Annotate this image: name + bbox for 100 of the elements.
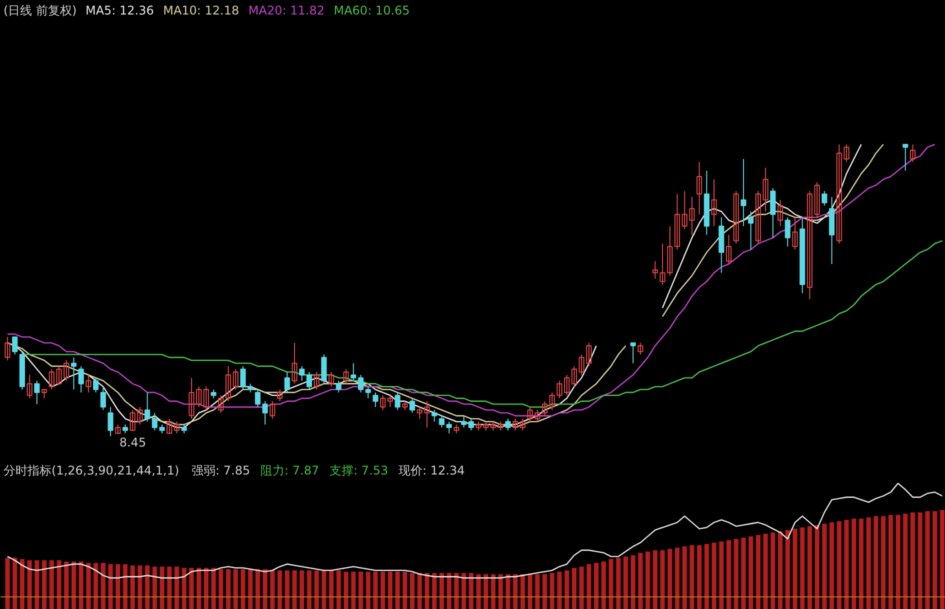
candlestick: [748, 211, 754, 250]
bar: [844, 520, 849, 609]
candlestick: [270, 400, 276, 420]
candlestick: [806, 190, 812, 300]
bar: [454, 572, 459, 609]
bar: [506, 574, 510, 609]
text: MA5: 12.36: [85, 4, 154, 18]
candlestick: [468, 418, 474, 431]
bar: [719, 541, 724, 609]
bar: [116, 564, 120, 609]
candlestick: [78, 366, 84, 393]
bar: [896, 514, 900, 609]
bar: [182, 568, 186, 609]
candlestick: [667, 226, 673, 276]
bar: [668, 548, 672, 609]
bar: [608, 559, 614, 609]
bar: [5, 558, 10, 609]
candlestick: [696, 161, 702, 215]
candlestick: [34, 380, 40, 405]
candlestick: [910, 144, 916, 162]
text: 支撑: 7.53: [330, 464, 388, 478]
candlestick: [784, 216, 790, 248]
bar: [638, 552, 643, 609]
bar: [218, 569, 224, 609]
bar: [579, 566, 584, 609]
text: 强弱: 7.85: [192, 464, 250, 478]
candlestick: [410, 398, 416, 414]
candlestick: [328, 372, 334, 388]
bar: [807, 526, 812, 609]
candlestick: [740, 158, 746, 227]
bar: [498, 574, 503, 609]
bar: [814, 524, 820, 609]
bar: [940, 510, 944, 609]
text: 现价: 12.34: [398, 464, 465, 478]
bar: [697, 545, 702, 609]
bar: [513, 574, 518, 609]
bar: [852, 518, 856, 609]
bar: [601, 562, 606, 609]
text: 阻力: 7.87: [260, 464, 320, 478]
bar: [830, 522, 834, 609]
bar: [785, 530, 790, 609]
bar: [417, 572, 422, 609]
bar: [248, 569, 253, 609]
candlestick: [254, 389, 261, 408]
chart-title: 分时指标(1,26,3,90,21,44,1,1): [4, 464, 180, 478]
candlestick: [520, 418, 526, 431]
bar: [792, 528, 798, 609]
bar: [314, 570, 319, 609]
candlestick: [814, 182, 820, 218]
candlestick: [240, 366, 246, 390]
bar: [262, 569, 268, 609]
candlestick: [733, 190, 739, 244]
bar: [623, 556, 628, 609]
bar: [358, 572, 364, 609]
bar: [255, 569, 260, 609]
bar: [152, 566, 157, 609]
candlestick: [4, 336, 10, 361]
bar: [903, 514, 908, 609]
text: MA60: 10.65: [334, 4, 410, 18]
bar: [557, 572, 562, 609]
bar: [270, 570, 275, 609]
bar: [858, 518, 864, 609]
candlestick: [262, 400, 268, 426]
bar: [100, 562, 106, 609]
candlestick: [321, 354, 327, 384]
bar: [56, 560, 62, 609]
bar: [351, 572, 356, 609]
candlestick: [372, 392, 378, 408]
bar: [49, 560, 54, 609]
candlestick: [343, 368, 349, 384]
candlestick: [218, 394, 224, 414]
candlestick: [306, 372, 312, 390]
bar: [594, 562, 599, 609]
bar: [130, 565, 135, 609]
candlestick: [438, 415, 444, 428]
candlestick: [630, 342, 636, 364]
text: MA10: 12.18: [163, 4, 240, 18]
bar: [439, 572, 444, 609]
candlestick: [299, 366, 305, 382]
bar: [822, 524, 827, 609]
bar: [336, 570, 341, 609]
candlestick: [446, 421, 452, 434]
candlestick: [792, 216, 798, 250]
candlestick: [461, 415, 467, 428]
candlestick: [277, 389, 283, 402]
bar: [27, 560, 32, 609]
candlestick: [674, 193, 680, 250]
candlestick: [432, 409, 438, 422]
bar: [712, 542, 716, 609]
bar: [925, 511, 930, 609]
bar: [160, 566, 164, 609]
bar: [292, 570, 297, 609]
bar: [138, 565, 142, 609]
bar: [344, 572, 348, 609]
bar: [64, 562, 69, 609]
bar: [484, 574, 488, 609]
candlestick: [902, 144, 908, 172]
candlestick: [174, 421, 180, 434]
bar: [586, 564, 592, 609]
bar: [432, 572, 437, 609]
